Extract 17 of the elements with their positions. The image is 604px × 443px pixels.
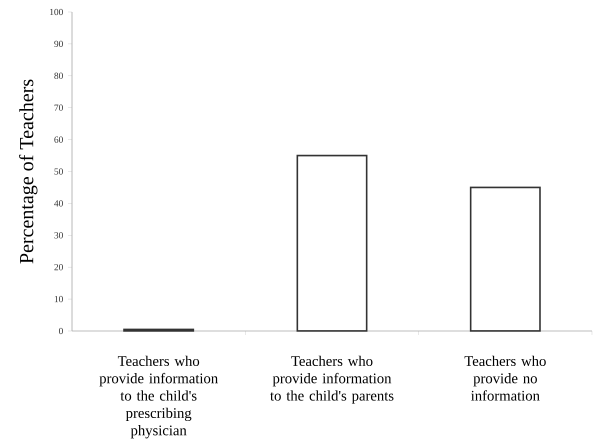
y-tick-label: 90 [54, 40, 63, 48]
y-tick-label: 80 [54, 72, 63, 80]
y-tick-label: 10 [54, 296, 63, 302]
y-tick-label: 100 [50, 8, 63, 16]
y-axis-title: Percentage of Teachers [19, 80, 38, 264]
bar [296, 154, 368, 332]
y-tick-label: 40 [54, 200, 63, 207]
x-tick-label: Teachers who provide information to the child's parents [270, 356, 394, 404]
bar [470, 186, 541, 332]
x-tick-label: Teachers who provide information to the child's prescribing physician [99, 356, 218, 438]
y-tick-label: 20 [54, 264, 63, 270]
y-tick-label: 50 [54, 168, 63, 175]
x-tick-label: Teachers who provide no information [464, 356, 546, 401]
y-tick-label: 60 [54, 136, 63, 143]
y-tick-label: 70 [54, 104, 63, 111]
y-tick-label: 30 [54, 232, 63, 239]
y-tick-label: 0 [58, 328, 63, 334]
